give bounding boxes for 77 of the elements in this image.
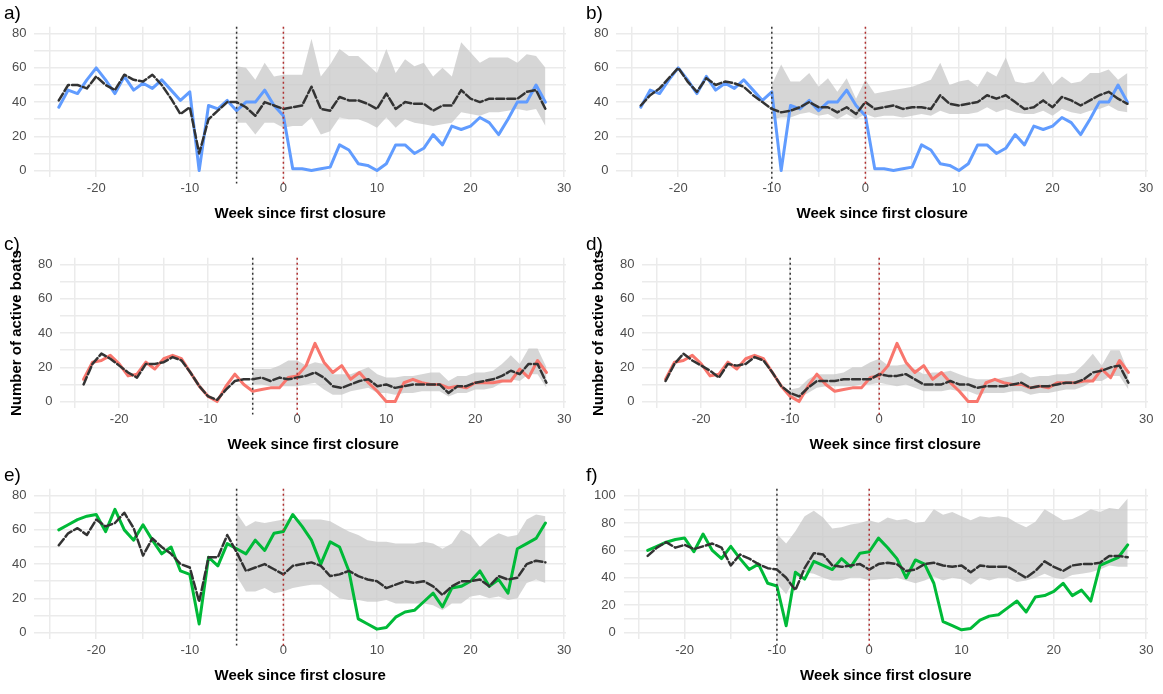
y-tick-label: 0 bbox=[601, 162, 609, 178]
y-tick-label: 100 bbox=[593, 487, 616, 503]
y-tick-label: 60 bbox=[601, 541, 616, 557]
y-tick-label: 60 bbox=[11, 521, 27, 537]
y-tick-label: 0 bbox=[45, 393, 53, 409]
y-tick-label: 80 bbox=[37, 256, 53, 272]
x-tick-label: 30 bbox=[556, 641, 572, 657]
y-tick-label: 60 bbox=[593, 59, 609, 75]
x-tick-label: -20 bbox=[675, 641, 695, 657]
x-tick-label: 20 bbox=[463, 641, 478, 657]
x-tick-label: 10 bbox=[951, 179, 967, 195]
y-tick-label: 20 bbox=[11, 589, 27, 605]
y-tick-label: 20 bbox=[11, 127, 27, 143]
x-tick-label: -20 bbox=[86, 179, 106, 195]
x-tick-label: -10 bbox=[180, 641, 200, 657]
y-tick-label: 40 bbox=[37, 324, 53, 340]
y-tick-label: 60 bbox=[11, 59, 27, 75]
y-tick-label: 40 bbox=[619, 324, 635, 340]
x-axis-title: Week since first closure bbox=[809, 435, 981, 453]
x-tick-label: 0 bbox=[861, 179, 869, 195]
x-axis-title: Week since first closure bbox=[214, 666, 386, 684]
x-tick-label: 0 bbox=[279, 179, 287, 195]
y-tick-label: 20 bbox=[619, 358, 635, 374]
x-tick-label: 20 bbox=[1046, 641, 1062, 657]
y-tick-label: 20 bbox=[601, 596, 616, 612]
x-tick-label: 10 bbox=[378, 410, 394, 426]
y-tick-label: 80 bbox=[601, 514, 616, 530]
x-tick-label: 30 bbox=[1138, 179, 1154, 195]
x-tick-label: -20 bbox=[86, 641, 106, 657]
x-axis-title: Week since first closure bbox=[800, 666, 972, 684]
x-tick-label: 20 bbox=[467, 410, 483, 426]
y-tick-label: 0 bbox=[608, 624, 616, 640]
y-tick-label: 40 bbox=[601, 569, 616, 585]
x-tick-label: 0 bbox=[293, 410, 301, 426]
x-tick-label: -20 bbox=[691, 410, 711, 426]
y-tick-label: 80 bbox=[593, 25, 609, 41]
x-tick-label: 10 bbox=[369, 641, 385, 657]
x-tick-label: -10 bbox=[762, 179, 782, 195]
chart-title: e) bbox=[4, 463, 21, 485]
y-tick-label: 40 bbox=[11, 555, 27, 571]
x-tick-label: 10 bbox=[960, 410, 976, 426]
y-tick-label: 60 bbox=[37, 290, 53, 306]
x-axis-title: Week since first closure bbox=[214, 204, 386, 222]
x-tick-label: 30 bbox=[556, 410, 572, 426]
chart-title: a) bbox=[4, 1, 21, 23]
chart-title: b) bbox=[586, 1, 603, 23]
x-tick-label: 20 bbox=[1045, 179, 1060, 195]
y-tick-label: 60 bbox=[619, 290, 635, 306]
y-tick-label: 20 bbox=[593, 127, 609, 143]
x-tick-label: 10 bbox=[369, 179, 385, 195]
y-tick-label: 80 bbox=[11, 487, 27, 503]
x-tick-label: 20 bbox=[1049, 410, 1065, 426]
x-tick-label: 30 bbox=[1138, 641, 1154, 657]
x-tick-label: -10 bbox=[198, 410, 218, 426]
y-tick-label: 0 bbox=[19, 162, 27, 178]
x-tick-label: 20 bbox=[463, 179, 478, 195]
x-tick-label: -10 bbox=[780, 410, 800, 426]
y-tick-label: 20 bbox=[37, 358, 53, 374]
y-tick-label: 0 bbox=[627, 393, 635, 409]
chart-title: f) bbox=[586, 463, 598, 485]
x-tick-label: -20 bbox=[109, 410, 129, 426]
y-tick-label: 80 bbox=[11, 25, 27, 41]
x-axis-title: Week since first closure bbox=[796, 204, 968, 222]
y-tick-label: 0 bbox=[19, 624, 27, 640]
x-tick-label: 30 bbox=[556, 179, 572, 195]
y-tick-label: 80 bbox=[619, 256, 635, 272]
x-tick-label: -10 bbox=[180, 179, 200, 195]
x-tick-label: 0 bbox=[279, 641, 287, 657]
x-tick-label: -20 bbox=[668, 179, 688, 195]
x-tick-label: 30 bbox=[1138, 410, 1154, 426]
y-tick-label: 40 bbox=[593, 93, 609, 109]
x-tick-label: 0 bbox=[875, 410, 883, 426]
x-tick-label: 10 bbox=[954, 641, 969, 657]
x-axis-title: Week since first closure bbox=[227, 435, 399, 453]
y-tick-label: 40 bbox=[11, 93, 27, 109]
x-tick-label: -10 bbox=[767, 641, 787, 657]
x-tick-label: 0 bbox=[865, 641, 873, 657]
